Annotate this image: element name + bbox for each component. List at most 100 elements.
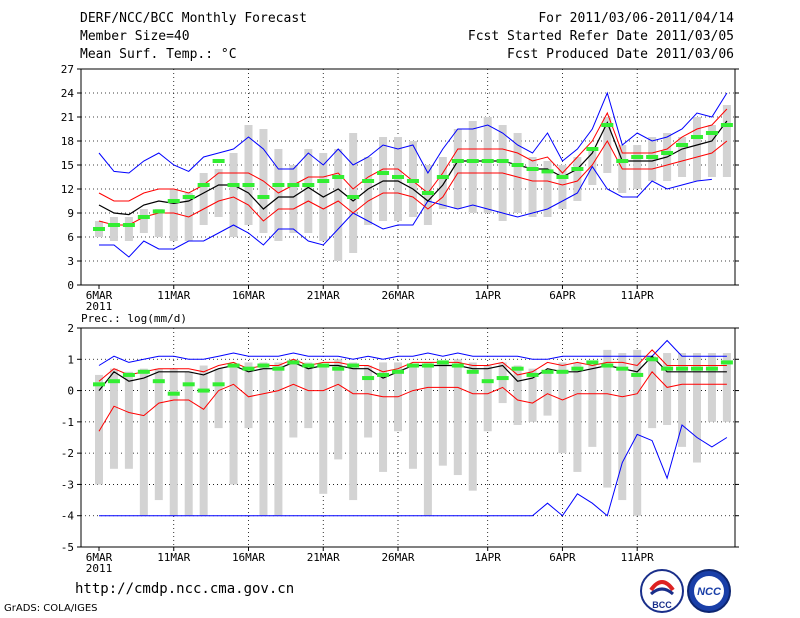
temp-box <box>199 173 208 225</box>
prec-box <box>648 356 657 429</box>
prec-box <box>349 362 358 501</box>
temp-envelope-max-line <box>98 91 728 174</box>
temp-median-mark <box>377 171 390 175</box>
prec-box <box>124 371 133 469</box>
prec-box <box>95 374 103 485</box>
variable-label: Mean Surf. Temp.: °C <box>80 47 237 62</box>
temp-median-mark <box>496 159 509 163</box>
prec-box <box>558 362 567 454</box>
temp-median-mark <box>646 155 659 159</box>
temp-median-mark <box>392 175 404 179</box>
prec-box <box>633 349 642 516</box>
temp-xtick-label: 1APR <box>474 289 501 302</box>
temp-box <box>364 157 373 225</box>
prec-median-mark <box>227 363 240 368</box>
svg-text:BCC: BCC <box>652 600 672 610</box>
prec-median-mark <box>332 366 345 371</box>
prec-median-mark <box>601 363 614 368</box>
prec-median-mark <box>406 363 419 368</box>
temp-median-mark <box>406 179 419 183</box>
prec-median-mark <box>257 363 270 368</box>
temp-median-mark <box>436 175 449 179</box>
temp-box <box>543 161 552 217</box>
temp-box <box>289 165 298 233</box>
temp-median-mark <box>661 151 674 155</box>
temp-median-mark <box>362 179 375 183</box>
prec-median-mark <box>631 372 644 377</box>
prec-median-mark <box>152 379 165 384</box>
temp-ytick-label: 6 <box>67 231 74 244</box>
temp-box <box>304 149 313 233</box>
prec-median-mark <box>571 366 584 371</box>
prec-box <box>229 365 238 485</box>
prec-box <box>707 353 716 422</box>
prec-ytick-label: 2 <box>67 322 74 335</box>
prec-box <box>334 359 343 460</box>
prec-xtick-label: 11APR <box>621 551 654 564</box>
temp-box <box>693 117 701 181</box>
prec-xtick-label: 16MAR <box>232 551 265 564</box>
temp-panel: 0 3 6 9 12 15 18 21 24 27 6MAR 11MAR 16MAR 21MAR 26MAR… <box>61 63 739 313</box>
prec-box <box>304 362 313 429</box>
temp-box <box>139 209 148 233</box>
temp-box <box>513 133 522 213</box>
prec-median-mark <box>661 366 674 371</box>
prec-box <box>364 365 373 438</box>
prec-box <box>678 353 687 447</box>
prec-median-mark <box>167 391 180 396</box>
source-url[interactable]: http://cmdp.ncc.cma.gov.cn <box>75 581 295 597</box>
bcc-logo: BCC <box>640 569 684 613</box>
prec-box <box>573 362 582 472</box>
prec-box <box>139 368 148 516</box>
prec-box <box>408 365 417 469</box>
temp-box <box>438 157 447 209</box>
temp-box <box>558 165 567 209</box>
prec-median-mark <box>93 382 105 387</box>
prec-year-label: 2011 <box>86 562 113 575</box>
prec-xtick-label: 1APR <box>474 551 501 564</box>
prec-median-mark <box>496 376 509 381</box>
temp-median-mark <box>93 227 105 231</box>
temp-box <box>453 129 462 209</box>
prec-box <box>259 362 268 516</box>
prec-median-mark <box>451 363 464 368</box>
prec-box <box>468 362 477 491</box>
prec-xtick-label: 11MAR <box>157 551 190 564</box>
temp-median-mark <box>317 179 330 183</box>
prec-median-mark <box>541 369 554 374</box>
prec-box <box>379 362 388 472</box>
prec-box <box>244 362 253 429</box>
temp-box <box>154 209 163 237</box>
prec-xtick-label: 21MAR <box>307 551 340 564</box>
prec-box <box>319 365 328 494</box>
prec-median-mark <box>197 388 210 393</box>
temp-median-mark <box>571 167 584 171</box>
temp-median-mark <box>227 183 240 187</box>
temp-box <box>633 145 642 189</box>
prec-median-mark <box>556 369 569 374</box>
prec-ytick-label: 0 <box>67 385 74 398</box>
prec-title: Prec.: log(mm/d) <box>81 312 187 325</box>
prec-box <box>483 365 492 432</box>
prec-box <box>184 371 193 516</box>
temp-median-mark <box>511 163 524 167</box>
prec-box <box>438 362 447 466</box>
temp-median-mark <box>302 183 315 187</box>
temp-median-mark <box>137 215 150 219</box>
temp-median-mark <box>347 195 360 199</box>
prec-envelope-max-line <box>98 339 727 366</box>
temp-ytick-label: 9 <box>67 207 74 220</box>
temp-median-mark <box>287 183 300 187</box>
prec-ytick-label: -1 <box>61 416 74 429</box>
prec-median-mark <box>720 360 733 365</box>
forecast-range: For 2011/03/06-2011/04/14 <box>538 11 734 26</box>
prec-box <box>513 365 522 425</box>
temp-median-mark <box>526 167 539 171</box>
prec-box <box>289 359 298 438</box>
temp-box <box>109 217 118 241</box>
grads-credit: GrADS: COLA/IGES <box>4 603 98 614</box>
temp-year-label: 2011 <box>86 300 113 313</box>
temp-ytick-label: 12 <box>61 183 74 196</box>
prec-box <box>663 353 672 425</box>
